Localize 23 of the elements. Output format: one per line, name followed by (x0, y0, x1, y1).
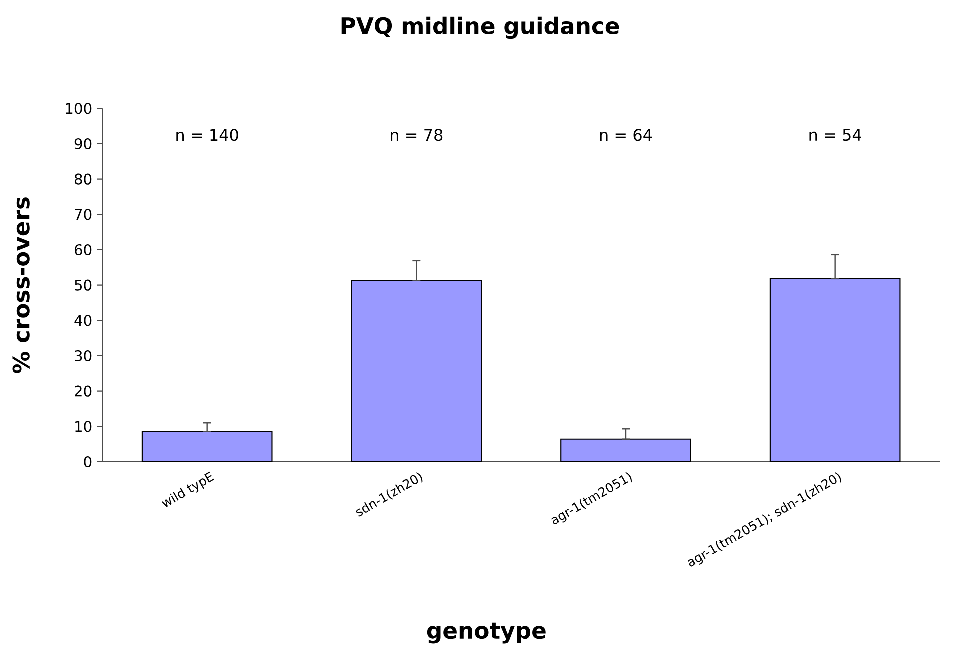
bar (351, 280, 482, 463)
y-tick-label: 0 (84, 456, 92, 468)
y-tick-label: 90 (74, 138, 92, 150)
y-tick-label: 80 (74, 174, 92, 185)
y-tick-label: 30 (75, 350, 92, 362)
bar (770, 278, 901, 463)
x-tick-label: wild typE (162, 472, 214, 508)
annotation: n = 54 (810, 129, 862, 142)
annotation: n = 78 (391, 129, 443, 142)
y-tick-label: 60 (74, 244, 92, 256)
bar (142, 431, 273, 463)
y-tick-label: 40 (74, 315, 92, 326)
chart-title: PVQ midline guidance (342, 16, 620, 40)
annotation: n = 64 (600, 129, 652, 142)
y-tick-label: 20 (75, 386, 92, 397)
bar (560, 438, 692, 463)
y-tick-label: 100 (66, 103, 92, 114)
y-tick-label: 10 (76, 421, 92, 432)
y-tick-label: 70 (75, 209, 92, 220)
x-axis-title: genotype (427, 622, 546, 644)
y-tick-label: 50 (75, 280, 92, 291)
y-axis-title: % cross-overs (12, 198, 30, 374)
annotation: n = 140 (176, 129, 238, 142)
